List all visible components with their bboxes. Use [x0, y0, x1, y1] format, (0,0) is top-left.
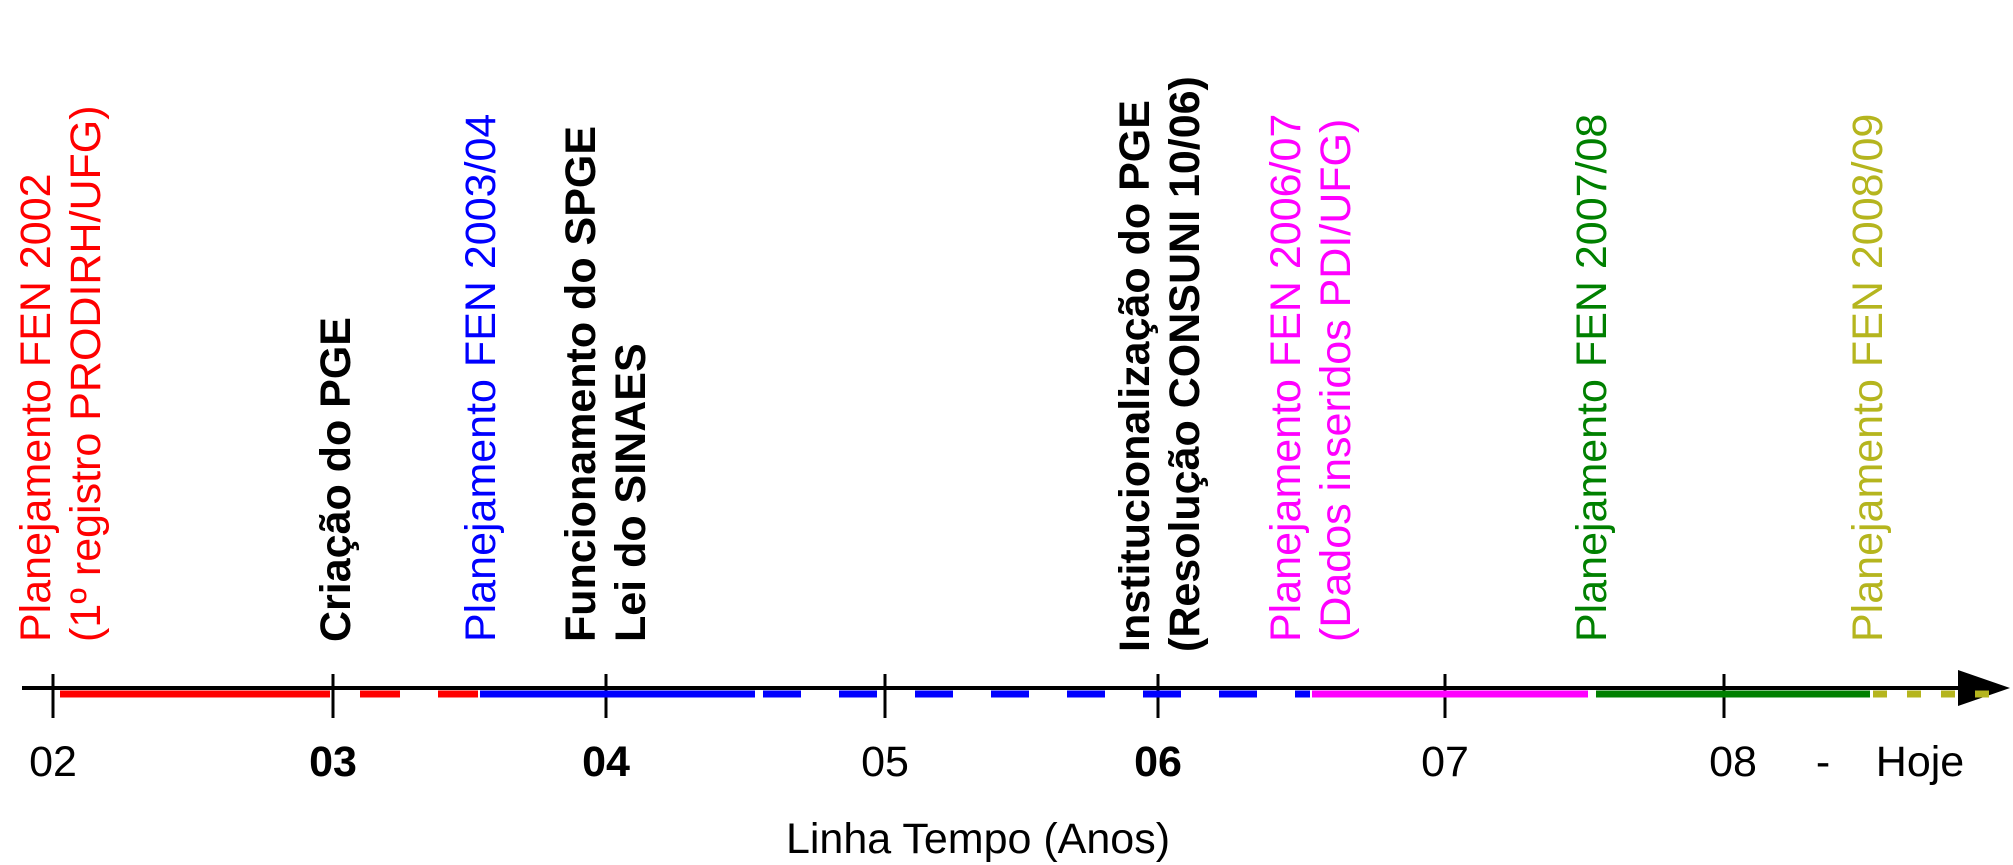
tick-label-03: 03 — [309, 738, 357, 786]
fen-word-text: FEN — [1844, 281, 1892, 367]
tick-label-06: 06 — [1134, 738, 1182, 786]
tick-labels: 02 03 04 05 06 07 08 - Hoje — [29, 738, 1964, 786]
event-fen-2002-line1: Planejamento FEN 2002 — [12, 162, 60, 643]
event-fen-2007-line1: Planejamento FEN 2007/08 — [1568, 114, 1616, 642]
fen-word-text: FEN — [1262, 281, 1310, 367]
plan-word: Planejamento — [1568, 379, 1616, 642]
event-label-spge-sinaes: Funcionamento do SPGE Lei do SINAES — [557, 114, 655, 642]
tick-label-04: 04 — [582, 738, 630, 786]
end-label-dash: - — [1816, 738, 1830, 786]
event-label-fen-2008: Planejamento FEN 2008/09 — [1844, 114, 1892, 642]
axis-title: Linha Tempo (Anos) — [786, 815, 1170, 863]
event-label-fen-2003: Planejamento FEN 2003/04 — [457, 114, 505, 642]
tick-label-05: 05 — [861, 738, 909, 786]
plan-word: Planejamento — [457, 379, 505, 642]
event-label-criacao-pge: Criação do PGE — [312, 317, 360, 642]
event-label-inst-pge: Institucionalização do PGE (Resolução CO… — [1111, 76, 1209, 652]
plan-year: 2002 — [12, 173, 60, 269]
event-fen-2006-line2: (Dados inseridos PDI/UFG) — [1312, 119, 1360, 642]
event-fen-2003-line1: Planejamento FEN 2003/04 — [457, 114, 505, 642]
event-fen-2008-line1: Planejamento FEN 2008/09 — [1844, 114, 1892, 642]
fen-word-text: FEN — [457, 281, 505, 367]
plan-year: 2006/07 — [1262, 114, 1310, 269]
event-inst-pge-line1: Institucionalização do PGE — [1111, 100, 1159, 652]
event-label-fen-2002: Planejamento FEN 2002 (1º registro PRODI… — [12, 105, 110, 642]
event-label-fen-2007: Planejamento FEN 2007/08 — [1568, 114, 1616, 642]
tick-label-02: 02 — [29, 738, 77, 786]
plan-year: 2008/09 — [1844, 114, 1892, 269]
plan-year: 2007/08 — [1568, 114, 1616, 269]
event-sinaes-line2: Lei do SINAES — [607, 343, 655, 642]
event-fen-2006-line1: Planejamento FEN 2006/07 — [1262, 102, 1310, 642]
event-criacao-pge-line1: Criação do PGE — [312, 317, 360, 642]
event-fen-2002-line2: (1º registro PRODIRH/UFG) — [62, 105, 110, 642]
plan-word: Planejamento — [12, 379, 60, 642]
tick-label-08: 08 — [1709, 738, 1757, 786]
plan-year: 2003/04 — [457, 114, 505, 269]
event-inst-pge-line2: (Resolução CONSUNI 10/06) — [1161, 76, 1209, 652]
fen-word-text: FEN — [1568, 281, 1616, 367]
fen-word-text: FEN — [12, 281, 60, 367]
event-spge-line1: Funcionamento do SPGE — [557, 126, 605, 642]
plan-word: Planejamento — [1262, 379, 1310, 642]
tick-label-07: 07 — [1421, 738, 1469, 786]
plan-word: Planejamento — [1844, 379, 1892, 642]
event-label-fen-2006: Planejamento FEN 2006/07 (Dados inserido… — [1262, 102, 1360, 642]
end-label-hoje: Hoje — [1876, 738, 1964, 786]
timeline-arrow-head — [1958, 670, 2010, 706]
